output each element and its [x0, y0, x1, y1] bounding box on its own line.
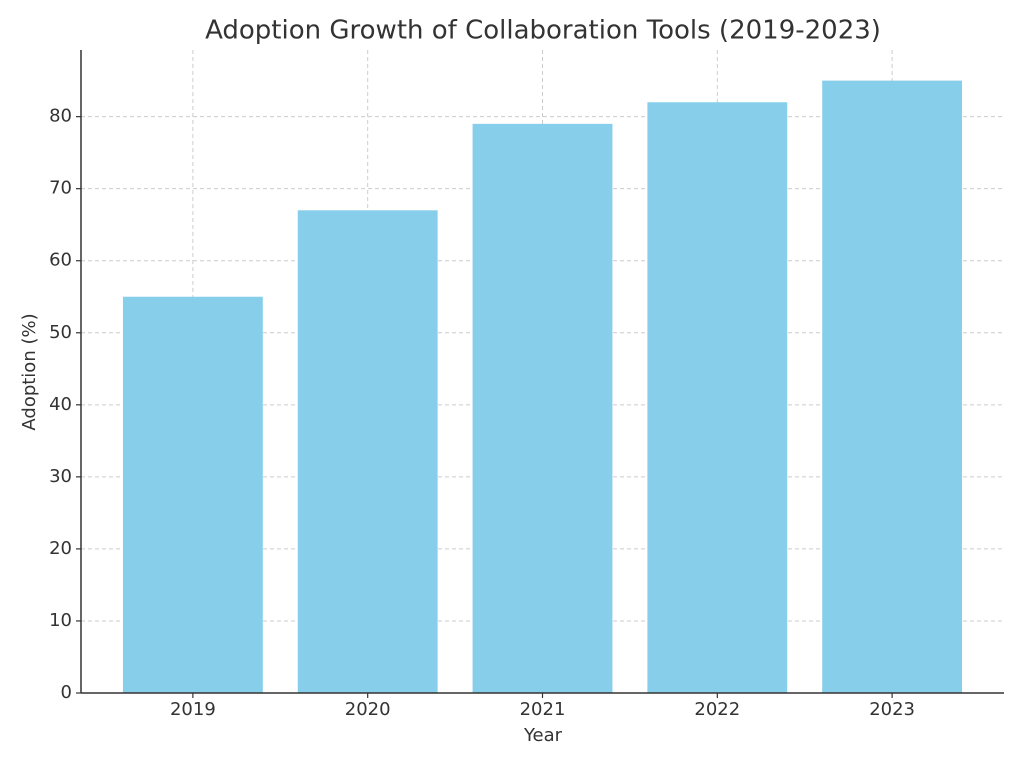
y-tick-label: 30	[49, 466, 72, 487]
x-tick-label: 2019	[170, 699, 216, 720]
y-tick-label: 70	[49, 178, 72, 199]
x-axis-label: Year	[523, 725, 563, 746]
bar	[122, 296, 263, 693]
y-tick-label: 60	[49, 250, 72, 271]
bar	[822, 80, 963, 694]
x-tick-label: 2020	[345, 699, 391, 720]
chart-title: Adoption Growth of Collaboration Tools (…	[205, 16, 881, 46]
x-tick-label: 2021	[520, 699, 566, 720]
y-tick-label: 20	[49, 538, 72, 559]
bar	[647, 102, 788, 694]
y-tick-label: 80	[49, 106, 72, 127]
x-tick-label: 2023	[869, 699, 915, 720]
bar	[297, 210, 438, 693]
y-axis-label: Adoption (%)	[19, 313, 40, 430]
x-tick-label: 2022	[694, 699, 740, 720]
y-tick-label: 10	[49, 610, 72, 631]
y-tick-label: 40	[49, 394, 72, 415]
y-tick-label: 50	[49, 322, 72, 343]
bar	[472, 123, 613, 693]
y-tick-label: 0	[61, 682, 72, 703]
